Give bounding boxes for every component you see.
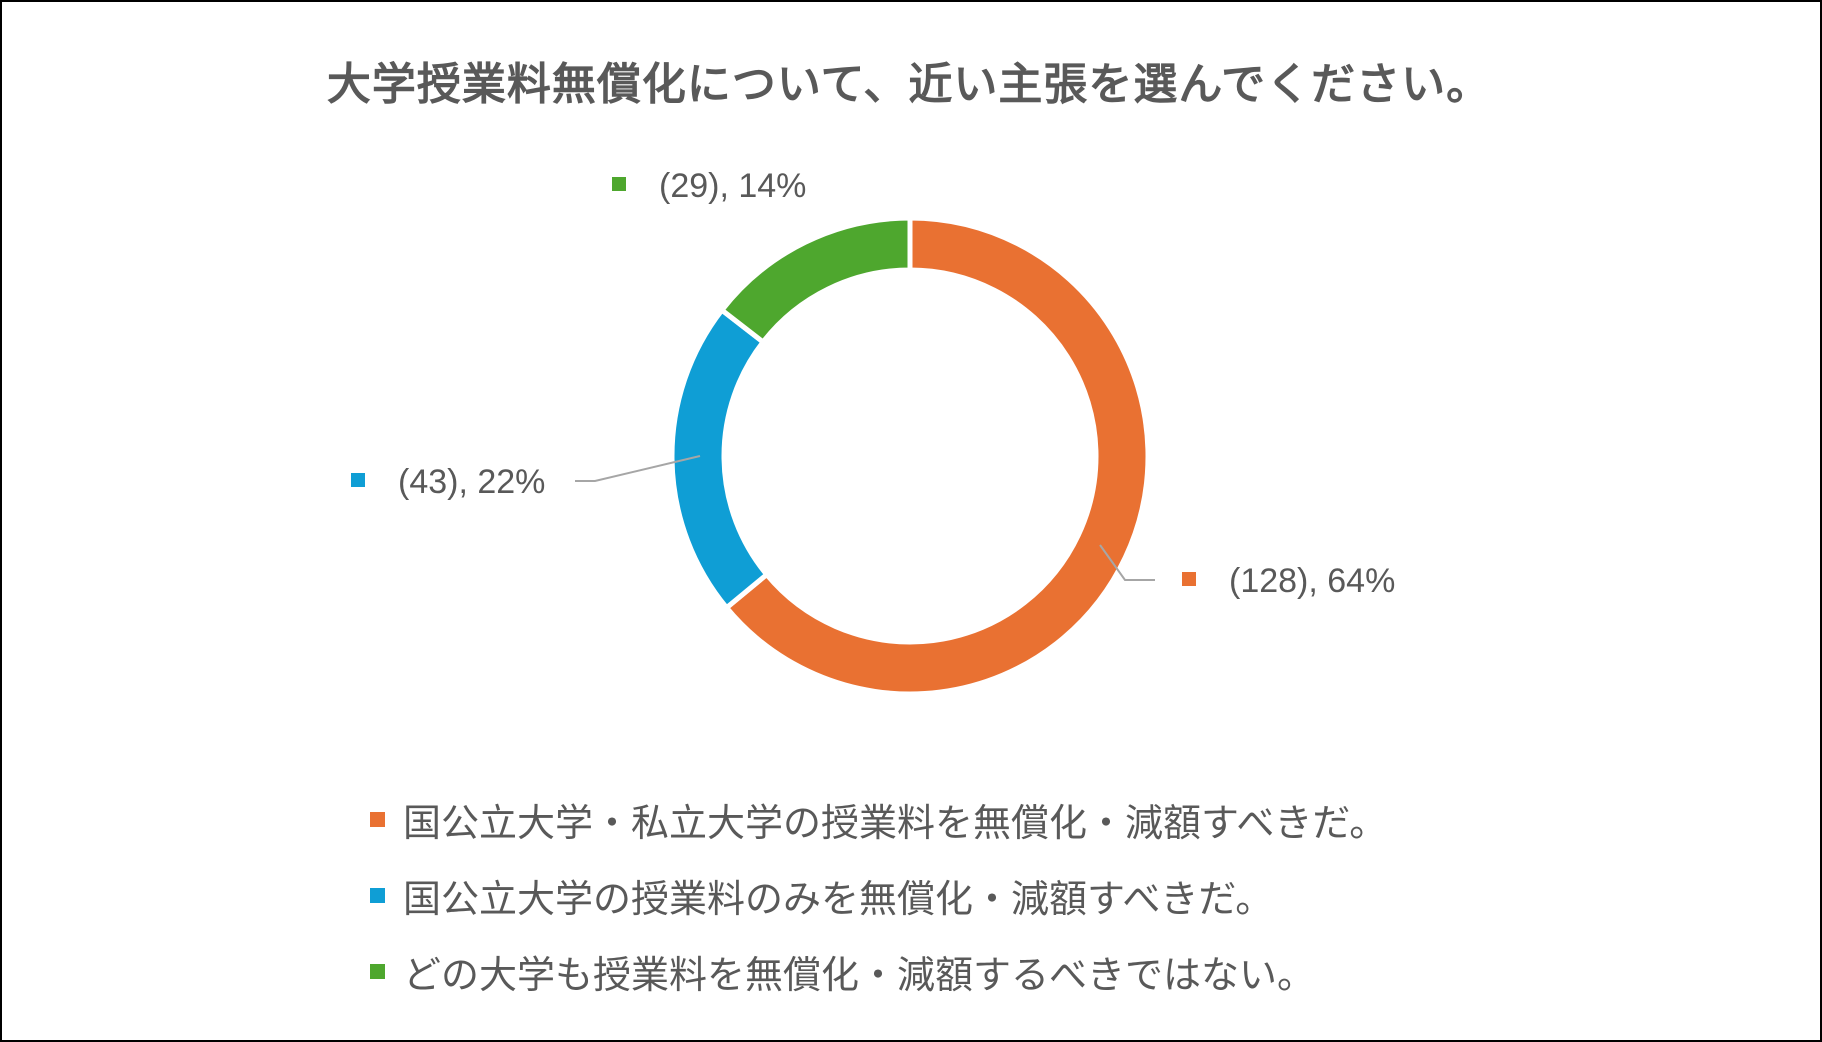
- legend-label: 国公立大学・私立大学の授業料を無償化・減額すべきだ。: [403, 800, 1388, 845]
- data-label-swatch-1: [351, 473, 365, 487]
- leader-line-1: [575, 455, 701, 482]
- data-label-swatch-2: [612, 177, 626, 191]
- chart-title: 大学授業料無償化について、近い主張を選んでください。: [326, 59, 1492, 110]
- donut-slice-2: [718, 215, 913, 346]
- legend-item-none: どの大学も授業料を無償化・減額するべきではない。: [370, 947, 1387, 997]
- legend: 国公立大学・私立大学の授業料を無償化・減額すべきだ。 国公立大学の授業料のみを無…: [370, 795, 1387, 1023]
- data-label-0: (128), 64%: [1229, 562, 1395, 600]
- legend-item-all-universities: 国公立大学・私立大学の授業料を無償化・減額すべきだ。: [370, 795, 1387, 845]
- legend-item-public-only: 国公立大学の授業料のみを無償化・減額すべきだ。: [370, 871, 1387, 921]
- legend-label: どの大学も授業料を無償化・減額するべきではない。: [403, 952, 1316, 997]
- data-label-1: (43), 22%: [398, 463, 545, 501]
- legend-label: 国公立大学の授業料のみを無償化・減額すべきだ。: [403, 876, 1274, 921]
- legend-swatch-green: [370, 963, 385, 979]
- donut-slice-0: [723, 215, 1151, 697]
- data-label-2: (29), 14%: [659, 167, 806, 205]
- legend-swatch-blue: [370, 887, 385, 903]
- legend-swatch-orange: [370, 811, 385, 827]
- data-label-swatch-0: [1182, 572, 1196, 586]
- leader-line-0: [1099, 544, 1155, 581]
